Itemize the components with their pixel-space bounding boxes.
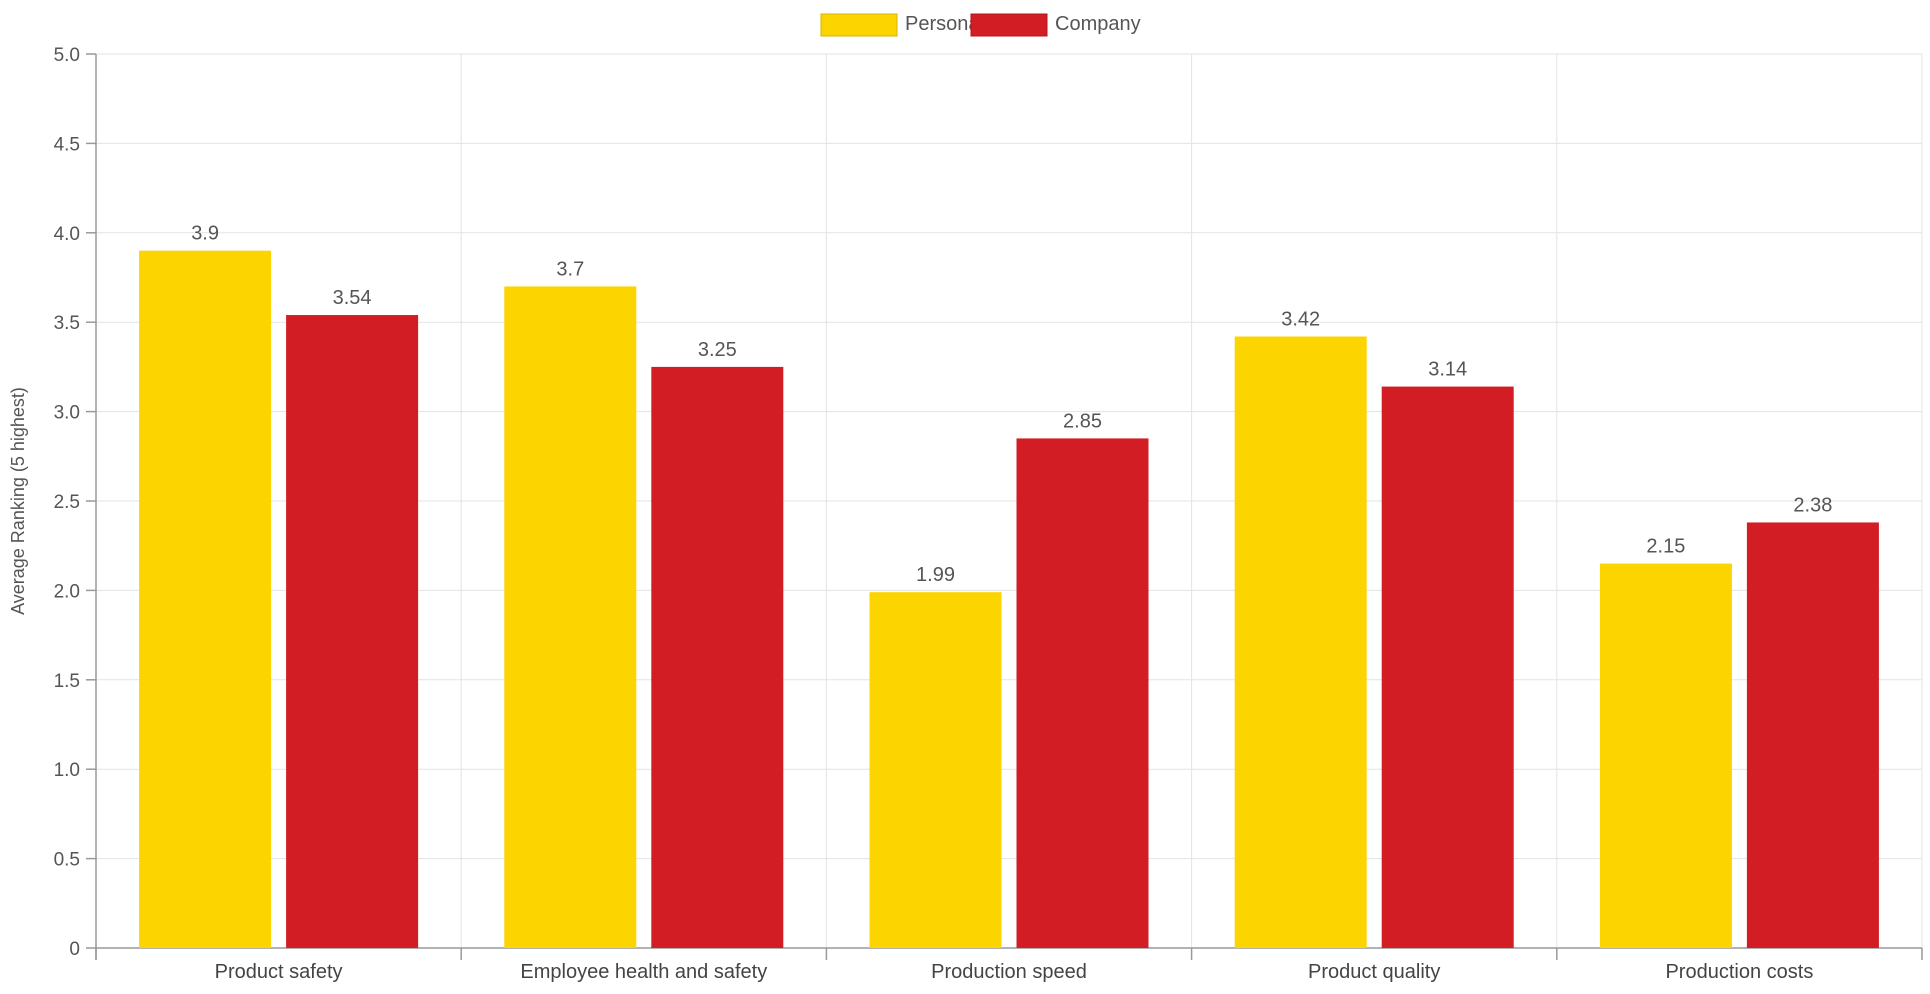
bar-personal [504, 286, 637, 948]
bar-personal [1234, 336, 1367, 948]
legend-swatch [820, 13, 898, 37]
x-category-label: Production speed [931, 961, 1087, 983]
legend[interactable]: Personal Company [820, 13, 1141, 37]
y-tick-label: 3.0 [54, 403, 80, 424]
y-tick-label: 4.0 [54, 224, 80, 245]
legend-label: Personal [905, 13, 984, 35]
legend-item-personal[interactable]: Personal [820, 13, 984, 37]
bar-company [651, 366, 784, 948]
bars [139, 250, 1879, 949]
data-label: 3.54 [333, 287, 372, 309]
category-labels: Product safety Employee health and safety… [215, 961, 1814, 983]
y-tick-label: 2.5 [54, 492, 80, 513]
y-tick-label: 0 [69, 939, 80, 960]
y-tick-label: 2.0 [54, 581, 80, 602]
data-labels: 3.9 3.54 3.7 3.25 1.99 2.85 3.42 3.14 2.15 2.38 [191, 223, 1832, 587]
x-category-label: Product quality [1308, 961, 1440, 983]
bar-company [286, 315, 419, 949]
data-label: 3.14 [1428, 359, 1467, 381]
y-tick-label: 0.5 [54, 850, 80, 871]
bar-company [1016, 438, 1149, 948]
legend-swatch [970, 13, 1048, 37]
data-label: 2.15 [1646, 536, 1685, 558]
y-tick-labels: 0 0.5 1.0 1.5 2.0 2.5 3.0 3.5 4.0 4.5 5.0 [54, 45, 80, 960]
y-axis-title: Average Ranking (5 highest) [8, 387, 28, 615]
bar-personal [139, 250, 272, 948]
legend-label: Company [1055, 13, 1141, 35]
data-label: 3.25 [698, 339, 737, 361]
bar-company [1381, 386, 1514, 948]
y-tick-label: 3.5 [54, 313, 80, 334]
data-label: 3.42 [1281, 309, 1320, 331]
y-tick-label: 1.5 [54, 671, 80, 692]
legend-item-company[interactable]: Company [970, 13, 1141, 37]
x-category-label: Production costs [1665, 961, 1813, 983]
x-category-label: Employee health and safety [520, 961, 767, 983]
bar-personal [1599, 563, 1732, 948]
x-category-label: Product safety [215, 961, 343, 983]
data-label: 1.99 [916, 564, 955, 586]
bar-company [1746, 522, 1879, 948]
data-label: 2.38 [1793, 494, 1832, 516]
data-label: 3.9 [191, 223, 219, 245]
y-tick-label: 4.5 [54, 134, 80, 155]
data-label: 3.7 [556, 258, 584, 280]
data-label: 2.85 [1063, 410, 1102, 432]
bar-personal [869, 592, 1002, 948]
y-tick-label: 1.0 [54, 760, 80, 781]
y-tick-label: 5.0 [54, 45, 80, 66]
